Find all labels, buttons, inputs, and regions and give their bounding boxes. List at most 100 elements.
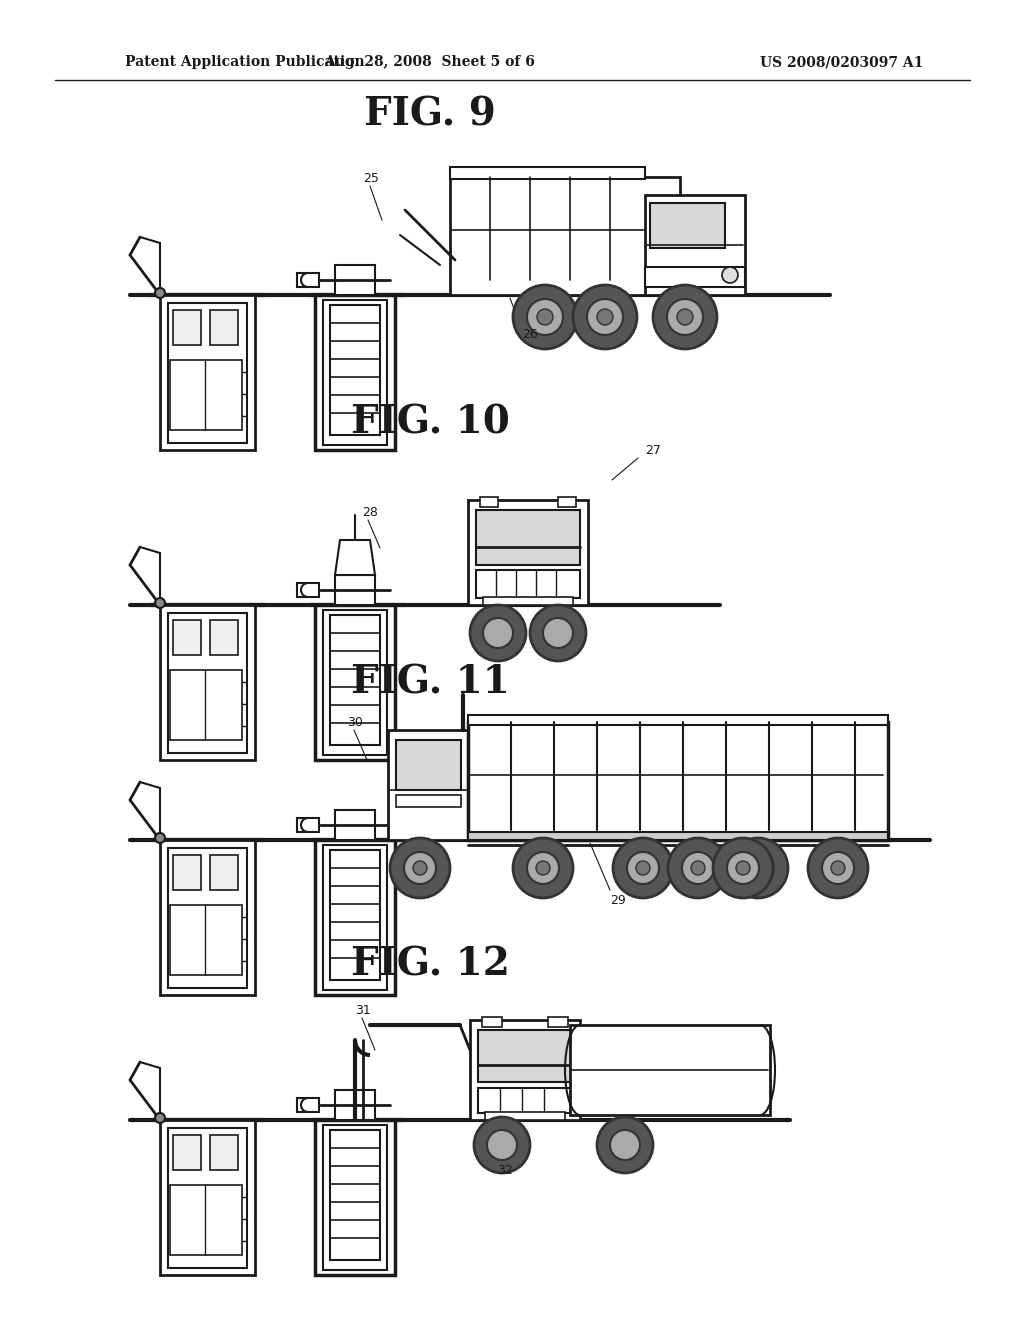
Circle shape [636, 861, 650, 875]
Bar [210, 620, 238, 655]
Circle shape [668, 838, 728, 898]
Text: 31: 31 [355, 1003, 371, 1016]
Circle shape [483, 618, 513, 648]
Circle shape [808, 838, 868, 898]
Circle shape [597, 309, 613, 325]
Bar [168, 847, 247, 987]
Circle shape [587, 300, 623, 335]
Circle shape [822, 851, 854, 884]
Bar [480, 498, 498, 507]
Bar [173, 1135, 201, 1170]
Circle shape [610, 1130, 640, 1160]
Circle shape [742, 851, 774, 884]
Text: 27: 27 [645, 444, 660, 457]
Circle shape [513, 838, 573, 898]
Circle shape [470, 605, 526, 661]
Text: FIG. 11: FIG. 11 [350, 664, 509, 702]
Bar [160, 605, 255, 760]
Text: Patent Application Publication: Patent Application Publication [125, 55, 365, 69]
Bar [210, 855, 238, 890]
Text: FIG. 12: FIG. 12 [350, 946, 509, 983]
Bar [173, 855, 201, 890]
Circle shape [527, 300, 563, 335]
Bar [468, 500, 588, 605]
Bar [210, 1135, 238, 1170]
Circle shape [155, 833, 165, 843]
Bar [323, 1125, 387, 1270]
Circle shape [613, 838, 673, 898]
Circle shape [682, 851, 714, 884]
Bar [315, 840, 395, 995]
Circle shape [667, 300, 703, 335]
Bar [478, 1088, 572, 1113]
Bar [485, 1111, 565, 1119]
Bar [388, 730, 473, 840]
Bar [330, 305, 380, 436]
Bar [483, 597, 573, 605]
Bar [210, 310, 238, 345]
Bar [315, 605, 395, 760]
Bar [450, 177, 680, 294]
Bar [335, 810, 375, 840]
Bar [297, 273, 319, 286]
Circle shape [728, 838, 788, 898]
Circle shape [536, 861, 550, 875]
Bar [335, 576, 375, 605]
Text: FIG. 9: FIG. 9 [365, 96, 496, 135]
Bar [297, 818, 319, 832]
Bar [468, 715, 888, 725]
Circle shape [677, 309, 693, 325]
Bar [330, 1130, 380, 1261]
Circle shape [513, 285, 577, 348]
Bar [315, 294, 395, 450]
Bar [558, 498, 575, 507]
Bar [476, 570, 580, 598]
Text: 26: 26 [522, 329, 538, 342]
Circle shape [713, 838, 773, 898]
Bar [160, 294, 255, 450]
Bar [650, 203, 725, 248]
Bar [548, 1016, 568, 1027]
Text: 25: 25 [362, 172, 379, 185]
Bar [173, 620, 201, 655]
Circle shape [627, 851, 659, 884]
Circle shape [653, 285, 717, 348]
Bar [168, 612, 247, 752]
Bar [168, 304, 247, 444]
Bar [173, 310, 201, 345]
Bar [315, 1119, 395, 1275]
Circle shape [527, 851, 559, 884]
Bar [330, 850, 380, 979]
Text: 29: 29 [610, 894, 626, 907]
Bar [323, 845, 387, 990]
Bar [645, 267, 745, 286]
Bar [396, 741, 461, 789]
Bar [478, 1030, 572, 1082]
Circle shape [155, 598, 165, 609]
Circle shape [155, 1113, 165, 1123]
Text: FIG. 10: FIG. 10 [350, 403, 509, 441]
Polygon shape [335, 540, 375, 576]
Circle shape [691, 861, 705, 875]
Bar [170, 360, 242, 430]
Circle shape [727, 851, 759, 884]
Bar [570, 1026, 770, 1115]
Bar [335, 265, 375, 294]
Bar [170, 1185, 242, 1255]
Circle shape [543, 618, 573, 648]
Circle shape [537, 309, 553, 325]
Circle shape [404, 851, 436, 884]
Circle shape [722, 267, 738, 282]
Text: 30: 30 [347, 715, 362, 729]
Bar [168, 1129, 247, 1269]
Bar [297, 583, 319, 597]
Bar [335, 1090, 375, 1119]
Circle shape [597, 1117, 653, 1173]
Text: Aug. 28, 2008  Sheet 5 of 6: Aug. 28, 2008 Sheet 5 of 6 [325, 55, 536, 69]
Circle shape [487, 1130, 517, 1160]
Circle shape [530, 605, 586, 661]
Text: 32: 32 [497, 1163, 513, 1176]
Circle shape [413, 861, 427, 875]
Bar [323, 610, 387, 755]
Bar [323, 300, 387, 445]
